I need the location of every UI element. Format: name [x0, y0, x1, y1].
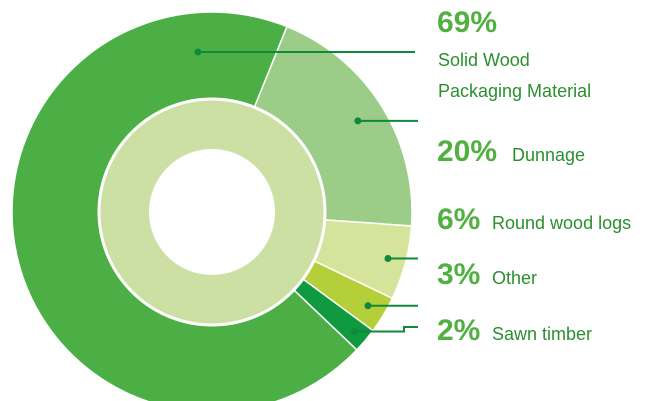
- pct-label-sawn-timber: 2%: [437, 314, 480, 347]
- center-hole: [149, 149, 275, 275]
- category-label-solid-wood: Packaging Material: [438, 81, 591, 101]
- leaders-layer: [194, 48, 418, 336]
- pct-label-round-wood: 6%: [437, 203, 480, 236]
- inner-ring-border: [97, 97, 327, 327]
- category-label-dunnage: Dunnage: [512, 145, 585, 165]
- category-label-round-wood: Round wood logs: [492, 213, 631, 233]
- pct-label-other: 3%: [437, 258, 480, 291]
- category-label-sawn-timber: Sawn timber: [492, 324, 592, 344]
- pct-label-dunnage: 20%: [437, 135, 497, 168]
- pct-label-solid-wood: 69%: [437, 6, 497, 39]
- labels-layer: 69% Solid Wood Packaging Material 20% Dunnag…: [437, 6, 631, 347]
- leader-line-sawn-timber: [354, 326, 418, 333]
- category-label-solid-wood: Solid Wood: [438, 50, 530, 70]
- category-label-other: Other: [492, 268, 537, 288]
